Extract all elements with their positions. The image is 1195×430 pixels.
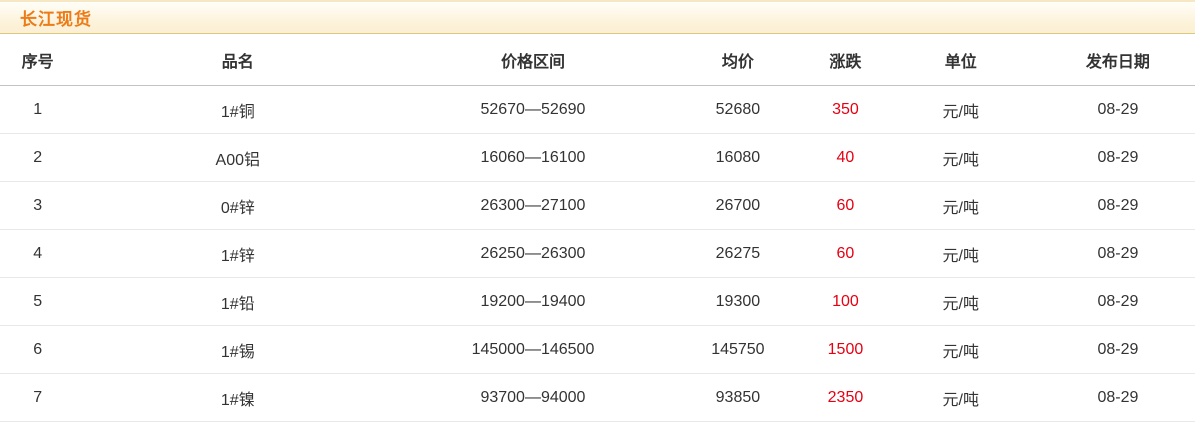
table-cell-no: 7 bbox=[0, 373, 76, 422]
column-header-range: 价格区间 bbox=[400, 34, 666, 86]
table-cell-no: 5 bbox=[0, 277, 76, 326]
table-cell-no: 6 bbox=[0, 325, 76, 374]
column-header-date: 发布日期 bbox=[1040, 34, 1195, 86]
table-cell-no: 2 bbox=[0, 133, 76, 182]
table-cell-change: 40 bbox=[810, 133, 881, 182]
table-cell-unit: 元/吨 bbox=[880, 85, 1041, 134]
table-row: 5 1#铅 19200—19400 19300 100 元/吨 08-29 bbox=[0, 277, 1195, 326]
table-cell-no: 4 bbox=[0, 229, 76, 278]
table-row: 1 1#铜 52670—52690 52680 350 元/吨 08-29 bbox=[0, 85, 1195, 134]
table-cell-avg: 93850 bbox=[665, 373, 811, 422]
table-cell-name: 1#铜 bbox=[75, 85, 401, 134]
table-cell-date: 08-29 bbox=[1040, 229, 1195, 278]
table-cell-avg: 145750 bbox=[665, 325, 811, 374]
table-cell-unit: 元/吨 bbox=[880, 229, 1041, 278]
table-row: 3 0#锌 26300—27100 26700 60 元/吨 08-29 bbox=[0, 181, 1195, 230]
table-cell-name: 1#镍 bbox=[75, 373, 401, 422]
table-header-row: 序号 品名 价格区间 均价 涨跌 单位 发布日期 bbox=[0, 34, 1195, 86]
table-cell-range: 93700—94000 bbox=[400, 373, 666, 422]
table-cell-range: 145000—146500 bbox=[400, 325, 666, 374]
table-cell-unit: 元/吨 bbox=[880, 373, 1041, 422]
table-cell-range: 19200—19400 bbox=[400, 277, 666, 326]
table-cell-date: 08-29 bbox=[1040, 373, 1195, 422]
table-cell-date: 08-29 bbox=[1040, 85, 1195, 134]
table-cell-change: 1500 bbox=[810, 325, 881, 374]
table-cell-unit: 元/吨 bbox=[880, 277, 1041, 326]
table-cell-avg: 26275 bbox=[665, 229, 811, 278]
table-cell-date: 08-29 bbox=[1040, 133, 1195, 182]
column-header-no: 序号 bbox=[0, 34, 76, 86]
table-row: 7 1#镍 93700—94000 93850 2350 元/吨 08-29 bbox=[0, 373, 1195, 422]
table-cell-date: 08-29 bbox=[1040, 325, 1195, 374]
table-cell-range: 16060—16100 bbox=[400, 133, 666, 182]
column-header-unit: 单位 bbox=[880, 34, 1041, 86]
table-cell-name: 0#锌 bbox=[75, 181, 401, 230]
table-cell-name: 1#铅 bbox=[75, 277, 401, 326]
table-cell-avg: 16080 bbox=[665, 133, 811, 182]
column-header-change: 涨跌 bbox=[810, 34, 881, 86]
table-cell-unit: 元/吨 bbox=[880, 133, 1041, 182]
table-cell-range: 52670—52690 bbox=[400, 85, 666, 134]
table-cell-avg: 52680 bbox=[665, 85, 811, 134]
table-cell-range: 26250—26300 bbox=[400, 229, 666, 278]
table-cell-range: 26300—27100 bbox=[400, 181, 666, 230]
table-cell-name: 1#锡 bbox=[75, 325, 401, 374]
table-cell-change: 100 bbox=[810, 277, 881, 326]
table-cell-no: 1 bbox=[0, 85, 76, 134]
table-row: 2 A00铝 16060—16100 16080 40 元/吨 08-29 bbox=[0, 133, 1195, 182]
table-cell-avg: 19300 bbox=[665, 277, 811, 326]
table-cell-avg: 26700 bbox=[665, 181, 811, 230]
table-cell-name: 1#锌 bbox=[75, 229, 401, 278]
table-row: 4 1#锌 26250—26300 26275 60 元/吨 08-29 bbox=[0, 229, 1195, 278]
table-cell-name: A00铝 bbox=[75, 133, 401, 182]
column-header-name: 品名 bbox=[75, 34, 401, 86]
table-cell-unit: 元/吨 bbox=[880, 181, 1041, 230]
table-cell-change: 60 bbox=[810, 181, 881, 230]
table-cell-date: 08-29 bbox=[1040, 277, 1195, 326]
table-cell-change: 350 bbox=[810, 85, 881, 134]
spot-price-table: 序号 品名 价格区间 均价 涨跌 单位 发布日期 1 1#铜 52670—52690 52680 3… bbox=[0, 34, 1195, 422]
column-header-avg: 均价 bbox=[665, 34, 811, 86]
table-body: 1 1#铜 52670—52690 52680 350 元/吨 08-29 2 A00铝 1606… bbox=[0, 85, 1195, 422]
table-cell-no: 3 bbox=[0, 181, 76, 230]
table-cell-change: 2350 bbox=[810, 373, 881, 422]
page-title: 长江现货 bbox=[20, 10, 92, 29]
table-cell-change: 60 bbox=[810, 229, 881, 278]
table-cell-unit: 元/吨 bbox=[880, 325, 1041, 374]
table-row: 6 1#锡 145000—146500 145750 1500 元/吨 08-29 bbox=[0, 325, 1195, 374]
table-cell-date: 08-29 bbox=[1040, 181, 1195, 230]
panel-title-bar: 长江现货 bbox=[0, 0, 1195, 34]
